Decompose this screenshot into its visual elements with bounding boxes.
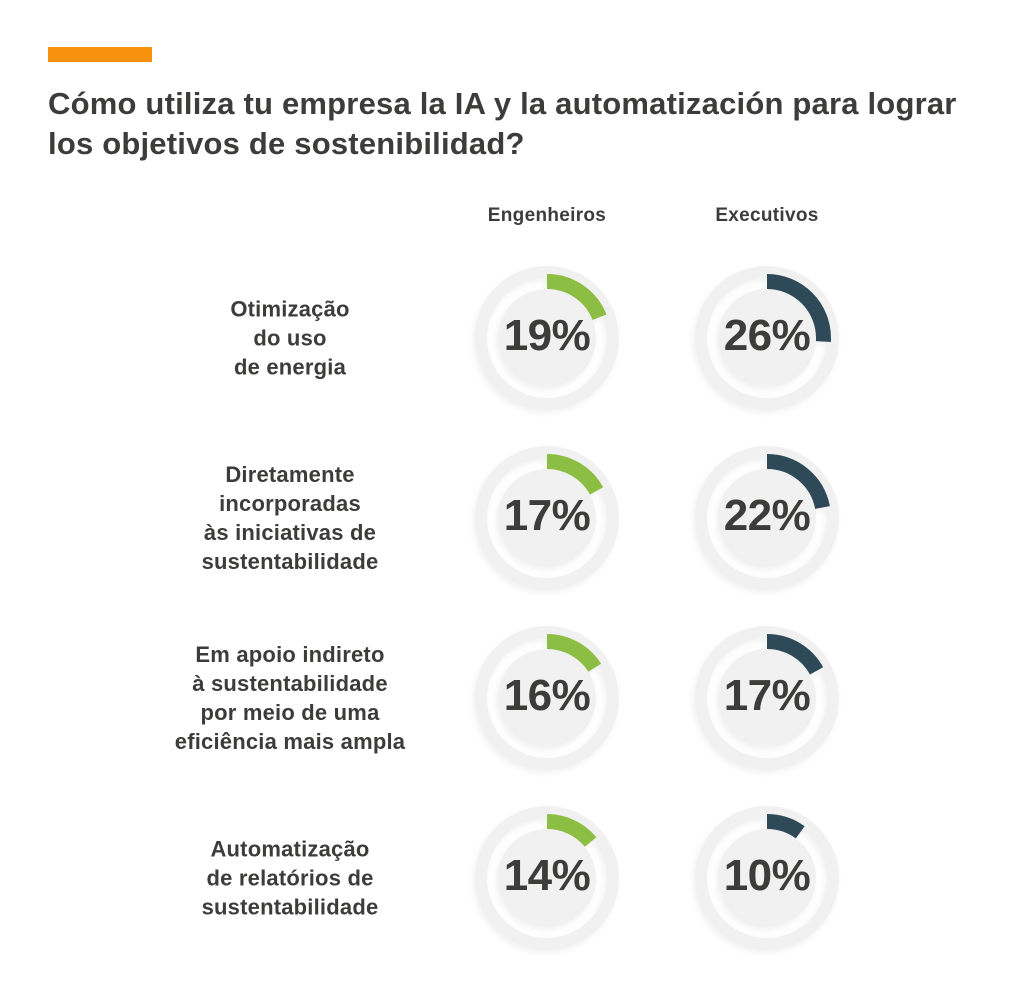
donut-executivos-row-3: 17% (682, 613, 852, 783)
donut-executivos-row-4: 10% (682, 793, 852, 963)
value-arc (483, 814, 611, 942)
value-arc (703, 634, 831, 762)
value-arc (483, 274, 611, 402)
inner-disc (718, 289, 816, 387)
value-arc (483, 634, 611, 762)
donut-value: 26% (723, 311, 811, 360)
track-ring (695, 626, 839, 770)
chart-row: Otimização do uso de energia 19% 26% (0, 253, 1024, 423)
page-title: Cómo utiliza tu empresa la IA y la autom… (48, 86, 957, 161)
track-ring (475, 446, 619, 590)
row-label: Automatização de relatórios de sustentab… (201, 836, 379, 920)
chart-row: Em apoio indireto à sustentabilidade por… (0, 613, 1024, 783)
donut-value: 10% (723, 851, 811, 900)
donut-value: 22% (723, 491, 811, 540)
value-arc (703, 454, 831, 582)
donut-value: 17% (723, 671, 811, 720)
track-ring (475, 266, 619, 410)
donut-engenheiros-row-1: 19% (462, 253, 632, 423)
row-label: Otimização do uso de energia (230, 296, 350, 380)
inner-disc (498, 829, 596, 927)
track-ring (695, 806, 839, 950)
donut-value: 17% (503, 491, 591, 540)
chart-row: Automatização de relatórios de sustentab… (0, 793, 1024, 963)
donut-value: 16% (503, 671, 591, 720)
donut-value: 14% (503, 851, 591, 900)
donut-engenheiros-row-2: 17% (462, 433, 632, 603)
track-ring (695, 446, 839, 590)
donut-engenheiros-row-4: 14% (462, 793, 632, 963)
track-ring (695, 266, 839, 410)
donut-engenheiros-row-3: 16% (462, 613, 632, 783)
track-ring (475, 626, 619, 770)
donut-value: 19% (503, 311, 591, 360)
row-label: Diretamente incorporadas às iniciativas … (201, 462, 379, 574)
track-ring (475, 806, 619, 950)
inner-disc (718, 649, 816, 747)
donut-executivos-row-2: 22% (682, 433, 852, 603)
value-arc (703, 274, 831, 402)
inner-disc (718, 829, 816, 927)
inner-disc (498, 289, 596, 387)
chart-row: Diretamente incorporadas às iniciativas … (0, 433, 1024, 603)
column-header-engenheiros: Engenheiros (487, 205, 607, 226)
value-arc (703, 814, 831, 942)
accent-bar (48, 47, 152, 62)
inner-disc (718, 469, 816, 567)
inner-disc (498, 469, 596, 567)
inner-disc (498, 649, 596, 747)
donut-executivos-row-1: 26% (682, 253, 852, 423)
row-label: Em apoio indireto à sustentabilidade por… (174, 642, 406, 754)
column-header-executivos: Executivos (715, 205, 819, 226)
value-arc (483, 454, 611, 582)
